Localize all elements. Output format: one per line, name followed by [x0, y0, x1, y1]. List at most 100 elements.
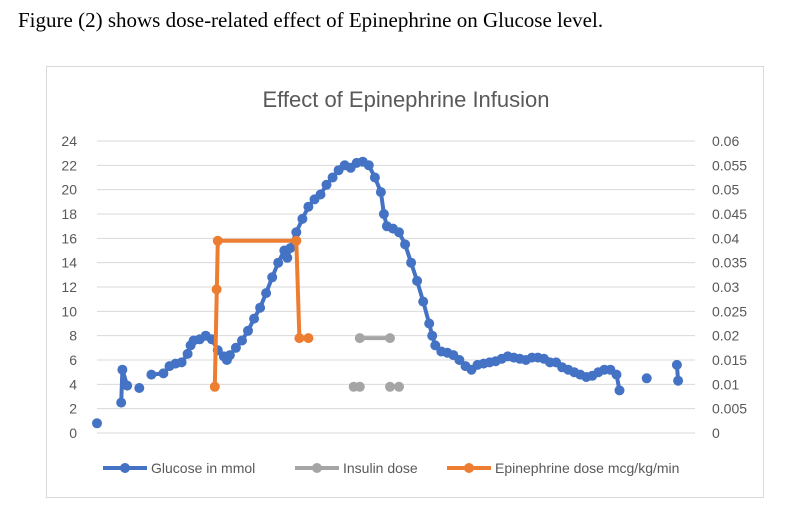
data-point — [117, 364, 128, 375]
data-point — [394, 227, 404, 238]
right-tick-label: 0.005 — [712, 401, 747, 417]
data-point — [182, 348, 193, 359]
gridlines — [97, 140, 695, 434]
right-tick-label: 0.03 — [712, 279, 739, 295]
data-point — [430, 340, 441, 351]
data-point — [394, 381, 404, 392]
data-point — [211, 284, 222, 295]
right-tick-label: 0.05 — [712, 182, 739, 198]
data-point — [122, 380, 133, 391]
chart-area: 0 2 4 6 8 10 12 14 16 18 20 22 24 0 0.005 0.01 0.015 0.0… — [46, 66, 764, 498]
left-tick-label: 4 — [69, 376, 77, 392]
data-point — [363, 160, 374, 171]
legend: Glucose in mmol Insulin dose Epinephrine d… — [103, 460, 679, 476]
right-axis-ticks: 0 0.005 0.01 0.015 0.02 0.025 0.03 0.035 0.04 0.0… — [712, 133, 747, 441]
data-point — [412, 275, 423, 286]
data-point — [134, 383, 145, 393]
data-point — [400, 239, 411, 250]
data-point — [611, 369, 622, 380]
data-point — [673, 375, 684, 386]
data-point — [327, 172, 338, 183]
data-point — [285, 243, 296, 254]
data-point — [418, 296, 429, 307]
data-point — [146, 369, 157, 380]
data-point — [385, 381, 395, 392]
data-point — [671, 359, 682, 370]
data-point — [354, 381, 365, 392]
data-point — [158, 368, 169, 379]
series-0 — [92, 156, 684, 429]
left-tick-label: 0 — [69, 425, 77, 441]
right-tick-label: 0 — [712, 425, 720, 441]
data-point — [224, 350, 235, 361]
series-1 — [348, 333, 404, 392]
left-tick-label: 20 — [61, 182, 77, 198]
left-tick-label: 8 — [69, 328, 77, 344]
series-2 — [209, 235, 314, 392]
data-point — [378, 209, 389, 219]
legend-item: Glucose in mmol — [103, 460, 255, 476]
data-point — [249, 313, 260, 324]
data-point — [321, 179, 332, 190]
data-point — [354, 333, 365, 344]
data-point — [92, 418, 102, 429]
data-point — [303, 333, 314, 344]
right-tick-label: 0.06 — [712, 133, 739, 149]
data-point — [641, 373, 652, 384]
data-point — [385, 333, 395, 344]
data-point — [375, 187, 386, 198]
left-tick-label: 14 — [61, 255, 77, 271]
data-point — [267, 272, 278, 283]
right-tick-label: 0.035 — [712, 255, 747, 271]
data-point — [255, 302, 266, 313]
data-point — [315, 189, 326, 200]
left-tick-label: 6 — [69, 352, 77, 368]
left-tick-label: 16 — [61, 230, 77, 246]
right-tick-label: 0.02 — [712, 328, 739, 344]
data-point — [261, 288, 272, 299]
left-tick-label: 12 — [61, 279, 77, 295]
data-point — [291, 227, 302, 238]
data-point — [176, 357, 187, 368]
right-tick-label: 0.015 — [712, 352, 747, 368]
legend-marker — [464, 463, 474, 473]
legend-label: Insulin dose — [343, 460, 418, 476]
legend-marker — [120, 463, 130, 473]
legend-label: Glucose in mmol — [151, 460, 255, 476]
data-point — [291, 235, 302, 246]
data-point — [614, 385, 625, 396]
legend-item: Epinephrine dose mcg/kg/min — [447, 460, 679, 476]
data-point — [230, 342, 241, 353]
legend-item: Insulin dose — [295, 460, 418, 476]
data-point — [243, 325, 253, 336]
legend-marker — [312, 463, 322, 473]
data-point — [116, 397, 127, 408]
right-tick-label: 0.045 — [712, 206, 747, 222]
left-tick-label: 24 — [61, 133, 77, 149]
series-layer — [92, 156, 684, 429]
data-point — [297, 213, 308, 224]
data-point — [303, 201, 314, 212]
left-tick-label: 22 — [61, 157, 77, 173]
data-point — [424, 318, 435, 329]
data-point — [406, 257, 417, 268]
data-point — [209, 381, 220, 392]
right-tick-label: 0.055 — [712, 157, 747, 173]
left-tick-label: 2 — [69, 401, 77, 417]
data-point — [427, 330, 438, 341]
right-tick-label: 0.025 — [712, 303, 747, 319]
right-tick-label: 0.04 — [712, 230, 739, 246]
right-tick-label: 0.01 — [712, 376, 739, 392]
figure-caption: Figure (2) shows dose-related effect of … — [18, 8, 604, 32]
data-point — [282, 252, 293, 263]
left-tick-label: 10 — [61, 303, 77, 319]
legend-label: Epinephrine dose mcg/kg/min — [495, 460, 679, 476]
left-tick-label: 18 — [61, 206, 77, 222]
data-point — [212, 235, 223, 246]
data-point — [273, 257, 284, 268]
data-point — [454, 355, 465, 365]
data-point — [369, 172, 380, 183]
data-point — [294, 333, 305, 344]
